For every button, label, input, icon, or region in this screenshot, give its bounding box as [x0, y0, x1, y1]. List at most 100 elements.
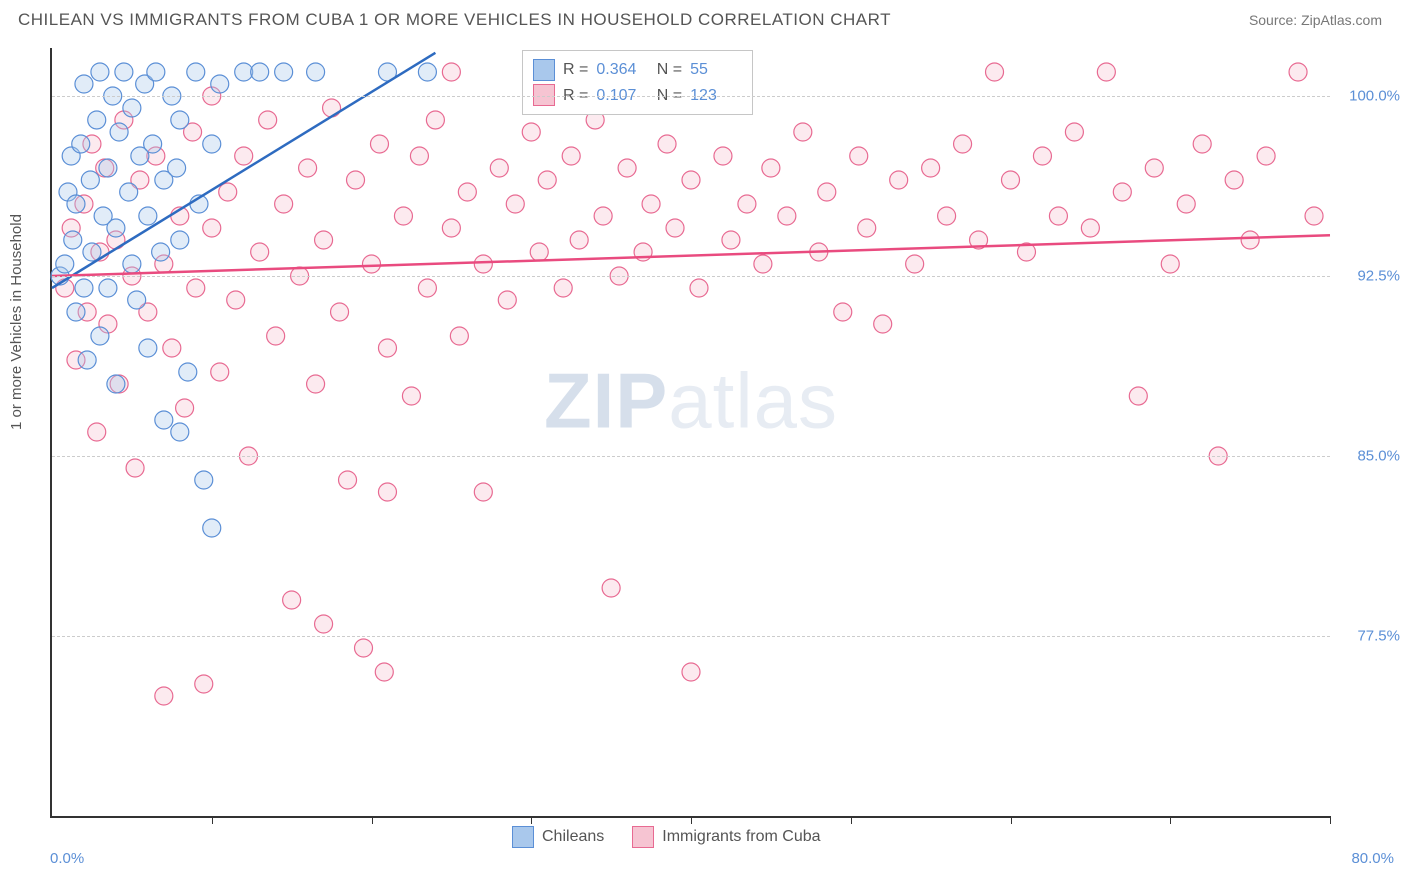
data-point [176, 399, 194, 417]
data-point [506, 195, 524, 213]
data-point [834, 303, 852, 321]
data-point [778, 207, 796, 225]
data-point [1193, 135, 1211, 153]
data-point [139, 207, 157, 225]
data-point [355, 639, 373, 657]
data-point [163, 339, 181, 357]
data-point [120, 183, 138, 201]
data-point [110, 123, 128, 141]
data-point [682, 663, 700, 681]
data-point [1145, 159, 1163, 177]
r-label: R = [563, 57, 588, 83]
data-point [394, 207, 412, 225]
data-point [307, 375, 325, 393]
trend-line [52, 235, 1330, 276]
data-point [538, 171, 556, 189]
data-point [315, 615, 333, 633]
data-point [794, 123, 812, 141]
data-point [642, 195, 660, 213]
data-point [1033, 147, 1051, 165]
swatch-chileans [533, 59, 555, 81]
data-point [1225, 171, 1243, 189]
data-point [754, 255, 772, 273]
data-point [1289, 63, 1307, 81]
data-point [1305, 207, 1323, 225]
data-point [235, 147, 253, 165]
data-point [1065, 123, 1083, 141]
data-point [56, 255, 74, 273]
data-point [498, 291, 516, 309]
data-point [91, 63, 109, 81]
data-point [171, 423, 189, 441]
data-point [211, 363, 229, 381]
legend-label-cuba: Immigrants from Cuba [662, 828, 820, 846]
data-point [203, 519, 221, 537]
data-point [171, 231, 189, 249]
data-point [1113, 183, 1131, 201]
data-point [128, 291, 146, 309]
data-point [168, 159, 186, 177]
data-point [458, 183, 476, 201]
data-point [331, 303, 349, 321]
data-point [67, 195, 85, 213]
data-point [922, 159, 940, 177]
data-point [442, 63, 460, 81]
data-point [562, 147, 580, 165]
r-value-chileans: 0.364 [596, 57, 644, 83]
data-point [307, 63, 325, 81]
data-point [375, 663, 393, 681]
data-point [187, 279, 205, 297]
data-point [363, 255, 381, 273]
swatch-cuba-icon [632, 826, 654, 848]
x-tick-min: 0.0% [50, 850, 84, 867]
data-point [323, 99, 341, 117]
data-point [938, 207, 956, 225]
y-tick-label: 92.5% [1340, 268, 1400, 285]
y-tick-label: 77.5% [1340, 628, 1400, 645]
data-point [72, 135, 90, 153]
data-point [850, 147, 868, 165]
data-point [99, 159, 117, 177]
data-point [67, 303, 85, 321]
data-point [1049, 207, 1067, 225]
data-point [714, 147, 732, 165]
data-point [235, 63, 253, 81]
data-point [594, 207, 612, 225]
data-point [171, 111, 189, 129]
data-point [1002, 171, 1020, 189]
data-point [187, 63, 205, 81]
data-point [195, 675, 213, 693]
data-point [666, 219, 684, 237]
bottom-legend: Chileans Immigrants from Cuba [512, 826, 821, 848]
legend-item-chileans: Chileans [512, 826, 604, 848]
plot-area: ZIPatlas R = 0.364 N = 55 R = 0.107 N = … [50, 48, 1330, 818]
legend-label-chileans: Chileans [542, 828, 604, 846]
data-point [107, 219, 125, 237]
data-point [954, 135, 972, 153]
data-point [738, 195, 756, 213]
data-point [1129, 387, 1147, 405]
data-point [64, 231, 82, 249]
data-point [522, 123, 540, 141]
y-tick-label: 100.0% [1340, 88, 1400, 105]
y-tick-label: 85.0% [1340, 448, 1400, 465]
data-point [762, 159, 780, 177]
data-point [986, 63, 1004, 81]
data-point [1081, 219, 1099, 237]
data-point [139, 339, 157, 357]
data-point [259, 111, 277, 129]
data-point [155, 411, 173, 429]
data-point [490, 159, 508, 177]
data-point [126, 459, 144, 477]
data-point [88, 111, 106, 129]
chart-title: CHILEAN VS IMMIGRANTS FROM CUBA 1 OR MOR… [18, 10, 891, 30]
data-point [450, 327, 468, 345]
data-point [426, 111, 444, 129]
data-point [179, 363, 197, 381]
data-point [658, 135, 676, 153]
data-point [203, 135, 221, 153]
data-point [682, 171, 700, 189]
data-point [818, 183, 836, 201]
data-point [339, 471, 357, 489]
data-point [906, 255, 924, 273]
